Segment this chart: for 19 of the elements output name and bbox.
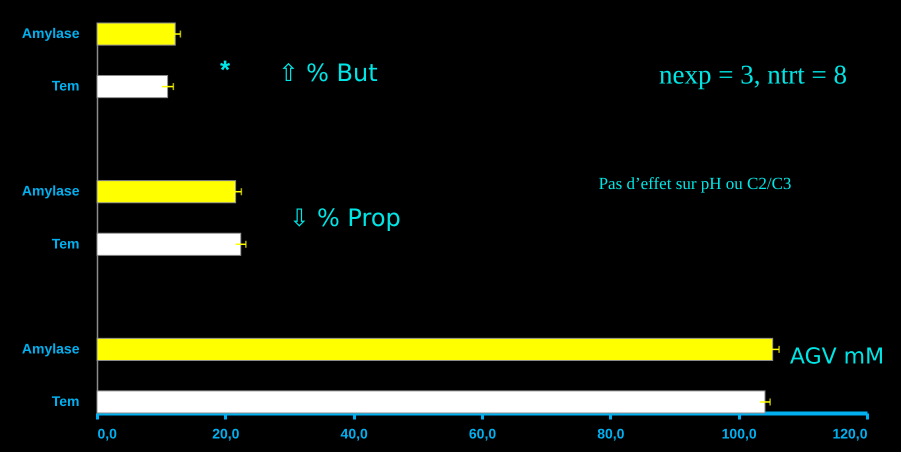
x-tick-label: 100,0 [722, 426, 757, 442]
annotation: * [220, 54, 230, 86]
x-tick-label: 40,0 [340, 426, 368, 442]
x-tick-label: 20,0 [212, 426, 240, 442]
annotation: ⇩ % Prop [289, 204, 401, 232]
y-tick-label: Amylase [22, 182, 80, 199]
y-tick-label: Amylase [22, 340, 80, 356]
x-tick-label: 60,0 [468, 426, 496, 442]
x-tick-label: 80,0 [597, 426, 625, 442]
y-tick-label: Amylase [22, 25, 80, 42]
annotation: Pas d’effet sur pH ou C2/C3 [598, 174, 792, 194]
annotation: nexp = 3, ntrt = 8 [659, 60, 847, 90]
y-tick-label: Tem [52, 235, 80, 252]
x-tick-label: 120,0 [832, 426, 868, 442]
x-tick-label: 0,0 [98, 426, 118, 442]
annotation: ⇧ % But [278, 59, 378, 87]
annotation: AGV mM [790, 344, 884, 370]
y-tick-label: Tem [52, 78, 80, 94]
y-tick-label: Tem [52, 392, 80, 409]
